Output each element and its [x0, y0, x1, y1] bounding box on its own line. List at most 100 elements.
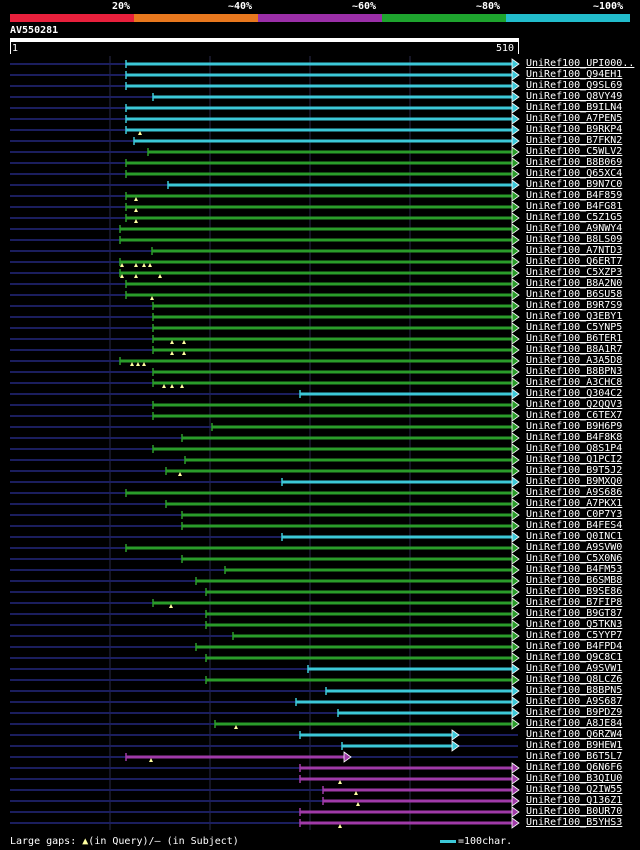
- hit-arrow-icon: [511, 784, 520, 796]
- hit-link[interactable]: UniRef100_B9R7S9: [526, 300, 623, 311]
- hit-link[interactable]: UniRef100_Q9SL69: [526, 80, 623, 91]
- hit-link[interactable]: UniRef100_A7NTD3: [526, 245, 623, 256]
- hit-arrow-icon: [511, 597, 520, 609]
- hit-arrow-icon: [511, 795, 520, 807]
- hit-arrow-icon: [511, 762, 520, 774]
- hit-link[interactable]: UniRef100_B6SMB8: [526, 575, 623, 586]
- hit-link[interactable]: UniRef100_C5X0N6: [526, 553, 623, 564]
- hit-link[interactable]: UniRef100_C5YYP7: [526, 630, 623, 641]
- hit-link[interactable]: UniRef100_Q8VY49: [526, 91, 623, 102]
- hit-link[interactable]: UniRef100_B8A2N0: [526, 278, 623, 289]
- hit-link[interactable]: UniRef100_B9MXQ0: [526, 476, 623, 487]
- hit-link[interactable]: UniRef100_Q2IW55: [526, 784, 623, 795]
- hit-link[interactable]: UniRef100_A7PEN5: [526, 113, 623, 124]
- hit-arrow-icon: [511, 124, 520, 136]
- hit-link[interactable]: UniRef100_B8A1R7: [526, 344, 623, 355]
- hit-arrow-icon: [511, 652, 520, 664]
- query-gap-icon: [134, 274, 138, 278]
- hit-link[interactable]: UniRef100_B9RKP4: [526, 124, 623, 135]
- query-gap-icon: [356, 802, 360, 806]
- hit-arrow-icon: [511, 806, 520, 818]
- hit-link[interactable]: UniRef100_B8B069: [526, 157, 623, 168]
- hit-link[interactable]: UniRef100_A8JE84: [526, 718, 623, 729]
- hit-link[interactable]: UniRef100_Q6RZW4: [526, 729, 623, 740]
- hit-link[interactable]: UniRef100_Q8S1P4: [526, 443, 623, 454]
- query-gap-icon: [169, 604, 173, 608]
- hit-link[interactable]: UniRef100_A9SVW1: [526, 663, 623, 674]
- hit-link[interactable]: UniRef100_B0UR70: [526, 806, 623, 817]
- query-gap-icon: [120, 274, 124, 278]
- hit-link[interactable]: UniRef100_B6TER1: [526, 333, 623, 344]
- hit-arrow-icon: [511, 234, 520, 246]
- hit-arrow-icon: [451, 729, 460, 741]
- scale-segment-cyan: [506, 14, 630, 22]
- query-gap-icon: [136, 362, 140, 366]
- hit-link[interactable]: UniRef100_A9S686: [526, 487, 623, 498]
- hit-link[interactable]: UniRef100_B5YHS3: [526, 817, 623, 828]
- hit-link[interactable]: UniRef100_B9ILN4: [526, 102, 623, 113]
- scale-segment-green: [382, 14, 506, 22]
- hit-link[interactable]: UniRef100_B4F859: [526, 190, 623, 201]
- hit-link[interactable]: UniRef100_Q136Z1: [526, 795, 623, 806]
- hit-link[interactable]: UniRef100_B8LS09: [526, 234, 623, 245]
- hit-link[interactable]: UniRef100_B8BPN5: [526, 685, 623, 696]
- hit-link[interactable]: UniRef100_B4F8K8: [526, 432, 623, 443]
- hit-link[interactable]: UniRef100_B6SU58: [526, 289, 623, 300]
- hit-link[interactable]: UniRef100_B9HEW1: [526, 740, 623, 751]
- hit-arrow-icon: [511, 663, 520, 675]
- hit-link[interactable]: UniRef100_B4FPD4: [526, 641, 623, 652]
- hit-arrow-icon: [511, 278, 520, 290]
- hit-link[interactable]: UniRef100_B9SE86: [526, 586, 623, 597]
- hit-link[interactable]: UniRef100_B9N7C0: [526, 179, 623, 190]
- hit-link[interactable]: UniRef100_B9T5J2: [526, 465, 623, 476]
- hit-link[interactable]: UniRef100_Q6ERT7: [526, 256, 623, 267]
- hit-link[interactable]: UniRef100_C5Z1G5: [526, 212, 623, 223]
- hit-link[interactable]: UniRef100_Q9C8C1: [526, 652, 623, 663]
- hit-link[interactable]: UniRef100_B4FES4: [526, 520, 623, 531]
- hit-link[interactable]: UniRef100_Q6N6F6: [526, 762, 623, 773]
- hit-arrow-icon: [511, 289, 520, 301]
- hit-link[interactable]: UniRef100_Q2QQV3: [526, 399, 623, 410]
- hit-link[interactable]: UniRef100_Q304C2: [526, 388, 623, 399]
- hit-link[interactable]: UniRef100_C5YNP5: [526, 322, 623, 333]
- hit-link[interactable]: UniRef100_C5WLV2: [526, 146, 623, 157]
- identity-scale-labels: 20% ~40% ~60% ~80% ~100%: [0, 0, 640, 14]
- hit-arrow-icon: [511, 58, 520, 70]
- hit-link[interactable]: UniRef100_A7PKX1: [526, 498, 623, 509]
- hit-link[interactable]: UniRef100_B9H6P9: [526, 421, 623, 432]
- hit-link[interactable]: UniRef100_A3A5D8: [526, 355, 623, 366]
- hit-link[interactable]: UniRef100_Q1PCI2: [526, 454, 623, 465]
- hit-link[interactable]: UniRef100_B8BPN3: [526, 366, 623, 377]
- hit-arrow-icon: [511, 135, 520, 147]
- hit-link[interactable]: UniRef100_A9NWY4: [526, 223, 623, 234]
- hit-link[interactable]: UniRef100_Q94EH1: [526, 69, 623, 80]
- hit-link[interactable]: UniRef100_B3QIU0: [526, 773, 623, 784]
- hit-link[interactable]: UniRef100_Q65XC4: [526, 168, 623, 179]
- hit-link[interactable]: UniRef100_C6TEX7: [526, 410, 623, 421]
- hit-link[interactable]: UniRef100_Q8LCZ6: [526, 674, 623, 685]
- hit-link[interactable]: UniRef100_B9GT87: [526, 608, 623, 619]
- hit-link[interactable]: UniRef100_B6T5L7: [526, 751, 623, 762]
- footer-gaps-query: (in Query)/: [88, 836, 155, 847]
- hit-link[interactable]: UniRef100_Q0INC1: [526, 531, 623, 542]
- hit-link[interactable]: UniRef100_A9S687: [526, 696, 623, 707]
- hit-link[interactable]: UniRef100_C0P7Y3: [526, 509, 623, 520]
- hit-link[interactable]: UniRef100_A9SVW0: [526, 542, 623, 553]
- hit-link[interactable]: UniRef100_B9PDZ9: [526, 707, 623, 718]
- hit-link[interactable]: UniRef100_A3CHC8: [526, 377, 623, 388]
- hit-link[interactable]: UniRef100_B4FM53: [526, 564, 623, 575]
- hit-link[interactable]: UniRef100_B7FKN2: [526, 135, 623, 146]
- hit-arrow-icon: [511, 377, 520, 389]
- hit-link[interactable]: UniRef100_C5XZP3: [526, 267, 623, 278]
- hit-arrow-icon: [511, 344, 520, 356]
- hit-link[interactable]: UniRef100_Q5TKN3: [526, 619, 623, 630]
- query-gap-icon: [148, 263, 152, 267]
- hit-link[interactable]: UniRef100_B4FG81: [526, 201, 623, 212]
- hit-arrow-icon: [511, 619, 520, 631]
- ruler-tick-start: [10, 42, 11, 54]
- hit-link[interactable]: UniRef100_Q3EBY1: [526, 311, 623, 322]
- hit-arrow-icon: [511, 179, 520, 191]
- hit-arrow-icon: [511, 696, 520, 708]
- hit-link[interactable]: UniRef100_UPI000..: [526, 58, 635, 69]
- hit-link[interactable]: UniRef100_B7FIP8: [526, 597, 623, 608]
